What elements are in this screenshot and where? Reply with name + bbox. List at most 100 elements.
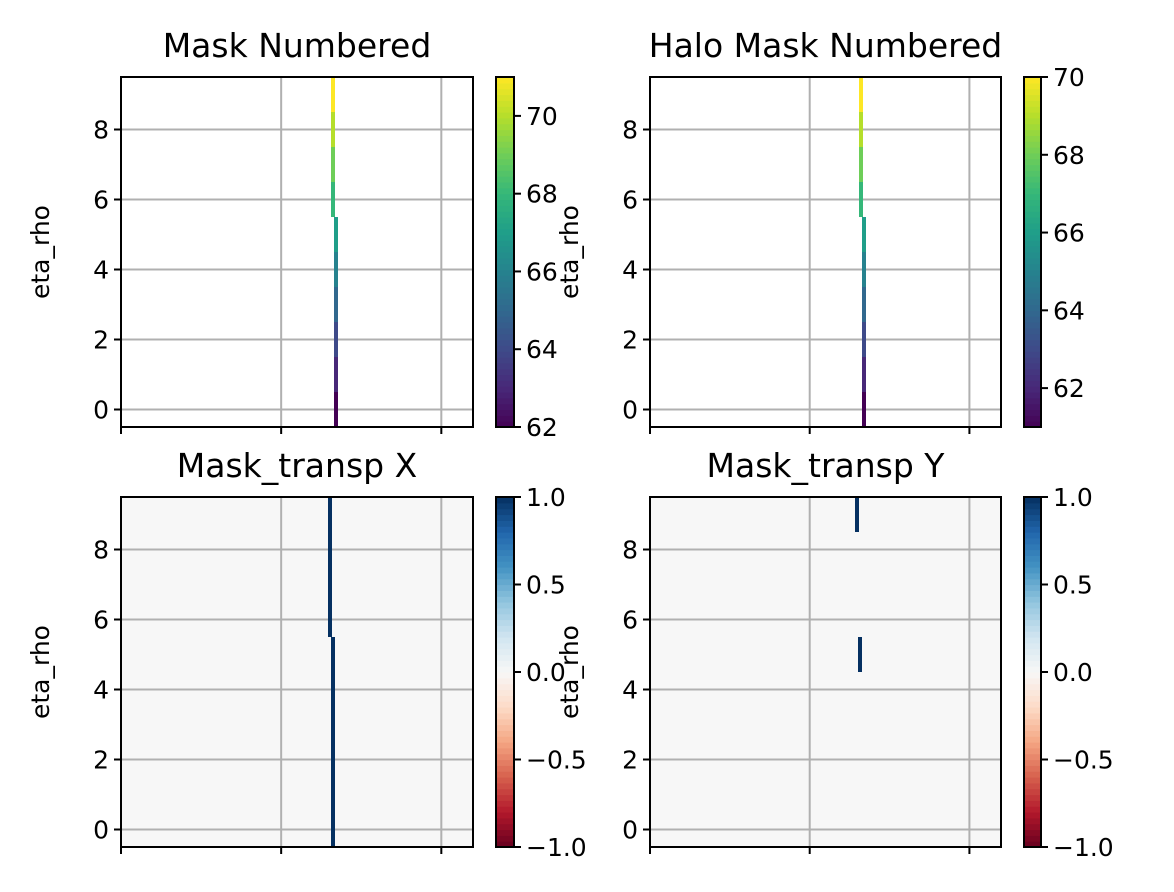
panel-2-y-tick-label-4: 8 bbox=[622, 116, 638, 145]
panel-4-colorbar-segment-30 bbox=[1024, 666, 1041, 673]
panel-1-colorbar-segment-59 bbox=[496, 77, 514, 84]
panel-2-cell-7 bbox=[859, 147, 863, 182]
panel-1-colorbar-segment-8 bbox=[496, 374, 514, 381]
panel-1-colorbar-tick-label-2: 66 bbox=[526, 257, 558, 286]
panel-2-colorbar-segment-43 bbox=[1024, 170, 1041, 177]
panel-2-cell-6 bbox=[859, 182, 863, 217]
panel-3-cell-7 bbox=[328, 567, 332, 602]
panel-4-colorbar-segment-9 bbox=[1024, 788, 1041, 796]
panel-2-colorbar-tick-label-2: 66 bbox=[1053, 219, 1085, 248]
panel-3-colorbar-segment-8 bbox=[496, 794, 514, 801]
panel-2-y-tick-label-1: 2 bbox=[622, 326, 638, 355]
panel-2-colorbar-segment-44 bbox=[1024, 164, 1041, 171]
panel-4-title: Mask_transp Y bbox=[707, 446, 946, 485]
panel-4-colorbar-segment-54 bbox=[1024, 526, 1041, 533]
panel-4-colorbar-segment-7 bbox=[1024, 800, 1041, 807]
panel-3-colorbar-segment-48 bbox=[496, 561, 514, 568]
panel-1-colorbar-segment-29 bbox=[496, 252, 514, 259]
panel-3-y-axis-label: eta_rho bbox=[26, 625, 55, 719]
panel-2-colorbar-segment-51 bbox=[1024, 123, 1041, 131]
panel-1-colorbar-segment-7 bbox=[496, 380, 514, 387]
panel-1-colorbar-segment-20 bbox=[496, 304, 514, 311]
panel-2-colorbar-segment-34 bbox=[1024, 222, 1041, 230]
panel-3-colorbar-segment-12 bbox=[496, 771, 514, 778]
panel-2-cell-3 bbox=[862, 287, 866, 322]
panel-1-title: Mask Numbered bbox=[163, 26, 432, 65]
panel-1-y-tick-label-2: 4 bbox=[93, 256, 109, 285]
panel-4-colorbar-segment-21 bbox=[1024, 718, 1041, 726]
panel-2-colorbar-segment-38 bbox=[1024, 199, 1041, 206]
panel-3-cell-5 bbox=[331, 637, 335, 672]
panel-1-cell-9 bbox=[331, 77, 335, 112]
panel-4-colorbar-segment-11 bbox=[1024, 777, 1041, 784]
panel-4-colorbar-segment-2 bbox=[1024, 829, 1041, 836]
panel-4-colorbar-segment-45 bbox=[1024, 578, 1041, 586]
panel-3-colorbar-tick-label-3: 0.5 bbox=[526, 571, 566, 600]
panel-4-colorbar-segment-13 bbox=[1024, 765, 1041, 772]
panel-2-colorbar-segment-53 bbox=[1024, 112, 1041, 119]
panel-1-colorbar-segment-36 bbox=[496, 211, 514, 218]
panel-1-colorbar-segment-56 bbox=[496, 94, 514, 101]
panel-4-y-tick-label-3: 6 bbox=[622, 606, 638, 635]
panel-3-colorbar-segment-6 bbox=[496, 806, 514, 813]
panel-3-colorbar-segment-28 bbox=[496, 677, 514, 685]
panel-4-y-tick-label-2: 4 bbox=[622, 676, 638, 705]
panel-2-colorbar-segment-49 bbox=[1024, 135, 1041, 142]
panel-3-colorbar-segment-3 bbox=[496, 823, 514, 831]
panel-2-colorbar-segment-40 bbox=[1024, 187, 1041, 195]
panel-4-colorbar-segment-52 bbox=[1024, 537, 1041, 545]
panel-1-colorbar-segment-53 bbox=[496, 112, 514, 119]
panel-2-colorbar-segment-2 bbox=[1024, 409, 1041, 416]
panel-2-colorbar-segment-35 bbox=[1024, 217, 1041, 224]
panel-4-axes-frame bbox=[649, 496, 1002, 848]
panel-1-cell-7 bbox=[331, 147, 335, 182]
panel-2-colorbar-frame bbox=[1023, 76, 1042, 428]
panel-1-cell-4 bbox=[334, 252, 338, 287]
panel-2-cell-2 bbox=[862, 322, 866, 357]
panel-1-cell-6 bbox=[331, 182, 335, 217]
panel-1-colorbar-segment-17 bbox=[496, 322, 514, 329]
panel-3-colorbar-segment-11 bbox=[496, 777, 514, 784]
panel-1-cell-0 bbox=[334, 392, 338, 427]
panel-4-colorbar-segment-31 bbox=[1024, 660, 1041, 667]
panel-2-colorbar-segment-59 bbox=[1024, 77, 1041, 84]
panel-3-cell-6 bbox=[328, 602, 332, 637]
panel-4-colorbar-segment-19 bbox=[1024, 730, 1041, 737]
panel-4-colorbar-segment-57 bbox=[1024, 508, 1041, 516]
panel-3-colorbar-segment-47 bbox=[496, 567, 514, 574]
panel-3-colorbar-segment-7 bbox=[496, 800, 514, 807]
panel-4-colorbar-segment-15 bbox=[1024, 753, 1041, 761]
panel-3-colorbar-segment-16 bbox=[496, 747, 514, 755]
panel-2-cell-8 bbox=[859, 112, 863, 147]
panel-1-colorbar-segment-9 bbox=[496, 368, 514, 376]
panel-1-colorbar-segment-28 bbox=[496, 257, 514, 265]
panel-2-colorbar-segment-46 bbox=[1024, 152, 1041, 160]
panel-2-colorbar-segment-8 bbox=[1024, 374, 1041, 381]
panel-4-colorbar-segment-41 bbox=[1024, 602, 1041, 609]
panel-4-colorbar-segment-35 bbox=[1024, 637, 1041, 644]
panel-3-colorbar-segment-35 bbox=[496, 637, 514, 644]
panel-3-colorbar-segment-38 bbox=[496, 619, 514, 626]
panel-1-colorbar-segment-13 bbox=[496, 345, 514, 352]
panel-2-y-tick-label-0: 0 bbox=[622, 396, 638, 425]
panel-4-colorbar-segment-37 bbox=[1024, 625, 1041, 632]
panel-3-cell-2 bbox=[331, 742, 335, 777]
panel-1-colorbar-segment-0 bbox=[496, 421, 514, 428]
panel-1-plot-area bbox=[121, 77, 473, 427]
panel-2-colorbar-segment-58 bbox=[1024, 82, 1041, 90]
panel-4-colorbar-segment-34 bbox=[1024, 642, 1041, 650]
panel-3-colorbar-segment-29 bbox=[496, 672, 514, 679]
panel-2-cell-9 bbox=[859, 77, 863, 112]
panel-2-colorbar-segment-6 bbox=[1024, 386, 1041, 393]
panel-4-colorbar-segment-26 bbox=[1024, 689, 1041, 696]
panel-4-y-tick-label-0: 0 bbox=[622, 816, 638, 845]
panel-3-colorbar-segment-24 bbox=[496, 701, 514, 708]
panel-3-colorbar-segment-0 bbox=[496, 841, 514, 848]
panel-2-colorbar-segment-33 bbox=[1024, 228, 1041, 236]
panel-3-title: Mask_transp X bbox=[177, 446, 417, 485]
panel-1-y-tick-label-0: 0 bbox=[93, 396, 109, 425]
panel-1-colorbar-segment-12 bbox=[496, 351, 514, 358]
panel-3-colorbar-segment-13 bbox=[496, 765, 514, 772]
panel-1-colorbar-segment-25 bbox=[496, 275, 514, 282]
panel-2-colorbar-segment-50 bbox=[1024, 129, 1041, 136]
